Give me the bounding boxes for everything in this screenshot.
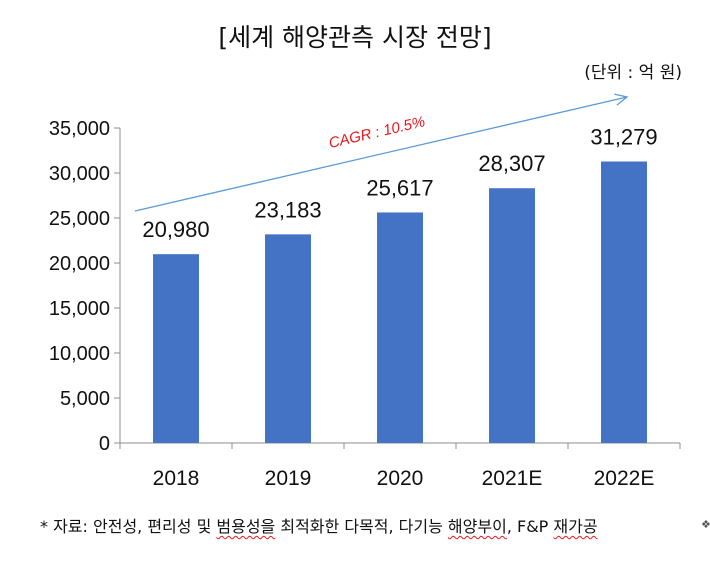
data-label: 31,279	[590, 124, 657, 149]
y-tick-label: 5,000	[60, 388, 110, 410]
data-label: 23,183	[254, 197, 321, 222]
y-tick-label: 0	[99, 433, 110, 455]
footnote-underlined-2: 해양부이	[447, 517, 507, 536]
y-tick-label: 20,000	[49, 253, 110, 275]
footnote-underlined-1: 범용성을	[216, 517, 276, 536]
bar	[601, 161, 647, 443]
x-tick-label: 2018	[153, 467, 200, 490]
y-tick-label: 30,000	[49, 163, 110, 185]
y-tick-label: 10,000	[49, 343, 110, 365]
bar	[153, 254, 199, 443]
footnote-prefix: * 자료: 안전성, 편리성 및	[40, 517, 217, 536]
footnote-middle: 최적화한 다목적, 다기능	[275, 517, 448, 536]
data-label: 25,617	[366, 175, 433, 200]
bar	[377, 212, 423, 443]
x-tick-label: 2020	[377, 467, 424, 490]
x-tick-label: 2021E	[482, 467, 543, 490]
bar	[265, 234, 311, 443]
y-tick-label: 25,000	[49, 208, 110, 230]
data-label: 20,980	[142, 217, 209, 242]
footnote-suffix: , F&P	[506, 517, 554, 536]
bar-chart: 0 5,000 10,000 15,000 20,000 25,000 30,000 35,0…	[49, 93, 681, 490]
cagr-arrow-line	[134, 96, 628, 212]
x-tick-label: 2019	[265, 467, 312, 490]
data-label: 28,307	[478, 151, 545, 176]
y-tick-label: 35,000	[49, 118, 110, 140]
footnote-underlined-3: 재가공	[553, 517, 598, 536]
y-tick-label: 15,000	[49, 298, 110, 320]
chart-title: [세계 해양관측 시장 전망]	[218, 23, 492, 52]
unit-label: (단위 : 억 원)	[584, 63, 682, 83]
move-handle-icon: ❖	[701, 518, 710, 531]
bar	[489, 188, 535, 443]
x-tick-label: 2022E	[594, 467, 655, 490]
cagr-arrow-head	[614, 93, 629, 106]
footnote: * 자료: 안전성, 편리성 및 범용성을 최적화한 다목적, 다기능 해양부이…	[40, 515, 640, 538]
